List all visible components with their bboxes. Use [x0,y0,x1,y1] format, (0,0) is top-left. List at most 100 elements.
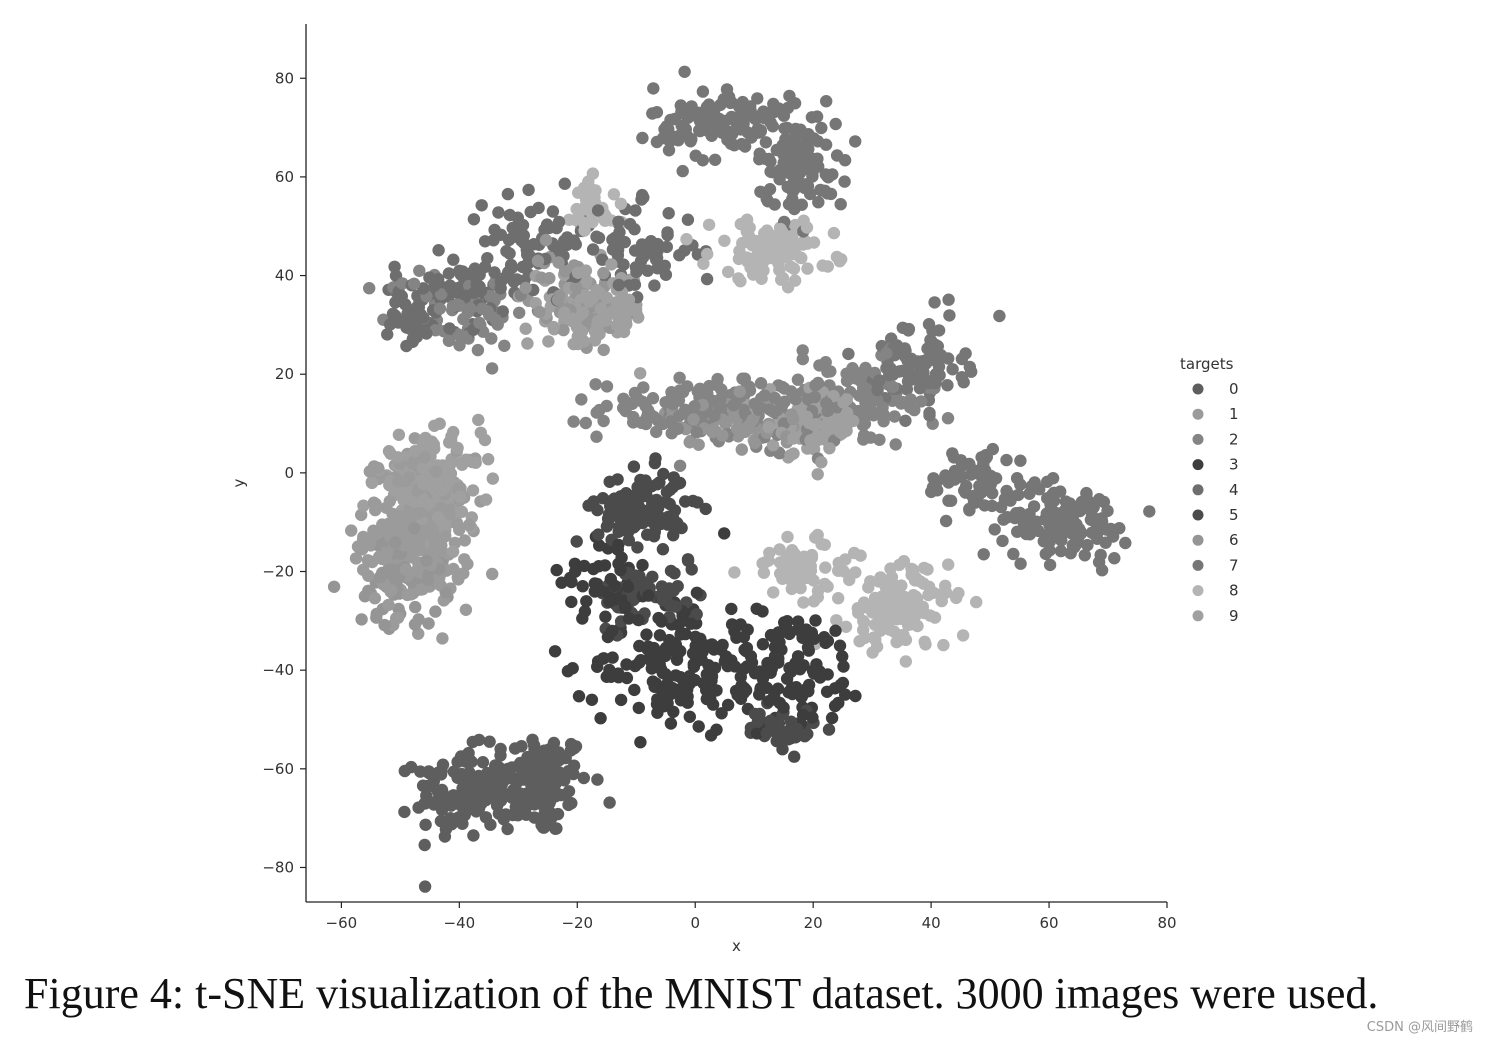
scatter-point-target-2 [908,403,921,417]
scatter-point-target-9 [622,293,636,306]
scatter-point-target-1 [429,465,443,478]
scatter-point-target-3 [692,720,705,733]
scatter-point-target-5 [667,471,680,484]
y-tick-label: 80 [275,69,294,87]
scatter-point-target-0 [529,776,542,790]
scatter-point-target-1 [399,475,413,488]
scatter-point-target-1 [383,495,396,508]
scatter-point-target-4 [590,230,603,243]
scatter-point-target-5 [822,723,836,736]
scatter-point-target-4 [527,238,541,251]
scatter-point-target-7 [946,363,959,376]
figure-caption: Figure 4: t-SNE visualization of the MNI… [24,969,1379,1018]
scatter-point-target-7 [968,489,982,502]
scatter-point-target-7 [1027,500,1041,513]
scatter-point-target-3 [777,701,790,714]
scatter-point-target-7 [1014,454,1027,467]
scatter-point-target-1 [378,522,392,535]
scatter-point-target-8 [888,608,901,621]
scatter-point-target-8 [880,587,893,600]
scatter-point-target-1 [459,603,473,616]
scatter-point-target-8 [702,218,716,231]
scatter-point-target-7 [967,464,981,477]
scatter-point-target-7 [942,293,955,306]
tsne-scatter-plot: −60 −40 −20 0 20 40 60 80−80−60−40−20020406080 … [230,24,1239,955]
scatter-point-target-7 [1012,488,1025,502]
scatter-point-target-7 [758,152,772,165]
scatter-point-target-3 [578,559,591,573]
scatter-point-target-4 [660,240,673,254]
scatter-point-target-7 [939,514,953,528]
scatter-point-target-2 [485,362,499,375]
scatter-point-target-9 [451,441,464,455]
scatter-point-target-5 [627,460,641,473]
scatter-point-target-0 [465,755,478,768]
scatter-point-target-7 [1041,527,1055,541]
scatter-point-target-0 [431,785,445,798]
scatter-point-target-3 [737,630,751,644]
scatter-point-target-3 [710,723,723,736]
scatter-point-target-3 [620,671,634,685]
scatter-point-target-0 [490,780,504,793]
scatter-point-target-7 [1054,544,1068,558]
scatter-point-target-2 [575,393,588,406]
scatter-point-target-3 [674,628,687,641]
scatter-point-target-2 [880,347,893,360]
legend-marker-1 [1192,408,1204,420]
scatter-point-target-3 [833,639,847,652]
scatter-point-target-5 [629,569,642,582]
scatter-point-target-9 [455,505,469,518]
scatter-point-target-3 [690,586,704,599]
scatter-point-target-3 [715,707,728,720]
scatter-point-target-4 [628,278,642,291]
scatter-point-target-8 [882,597,895,611]
scatter-point-target-5 [617,511,630,525]
y-tick-label: −20 [262,563,294,581]
scatter-point-target-3 [636,558,649,572]
scatter-point-target-0 [550,822,563,835]
scatter-point-target-2 [727,399,740,412]
scatter-point-target-8 [767,586,780,599]
scatter-point-target-7 [1044,517,1057,530]
scatter-point-target-2 [708,409,721,422]
scatter-point-target-4 [432,244,445,257]
scatter-point-target-0 [479,811,493,824]
scatter-point-target-0 [508,791,522,805]
scatter-point-target-7 [722,90,736,104]
scatter-point-target-3 [684,617,698,630]
scatter-point-target-4 [634,254,648,268]
scatter-point-target-4 [524,205,537,219]
scatter-point-target-2 [690,426,703,439]
scatter-point-target-5 [646,509,659,522]
scatter-point-target-3 [634,736,647,749]
scatter-point-target-9 [482,453,495,466]
scatter-point-target-7 [1092,555,1106,569]
scatter-point-target-7 [1008,511,1022,525]
scatter-point-target-1 [436,632,449,645]
scatter-point-target-0 [483,735,496,748]
scatter-point-target-3 [708,661,722,675]
scatter-point-target-7 [1087,501,1100,514]
scatter-point-target-4 [410,330,423,344]
scatter-point-target-8 [680,233,693,246]
scatter-point-target-4 [586,243,600,256]
scatter-point-target-8 [897,628,910,642]
scatter-point-target-0 [545,811,558,824]
scatter-point-target-3 [806,711,819,724]
scatter-points [327,65,1156,893]
scatter-point-target-9 [590,284,603,297]
scatter-point-target-6 [389,536,402,549]
x-tick-label: −40 [444,914,476,932]
scatter-point-target-7 [954,454,968,467]
x-tick-label: 0 [690,914,700,932]
legend-label-3: 3 [1229,456,1239,474]
scatter-point-target-2 [673,371,686,384]
scatter-point-target-3 [783,661,796,675]
scatter-point-target-7 [1113,522,1126,535]
scatter-point-target-7 [893,365,906,378]
scatter-point-target-3 [748,667,762,680]
scatter-point-target-3 [716,638,729,652]
scatter-point-target-6 [355,613,368,626]
scatter-point-target-2 [789,393,802,406]
scatter-point-target-1 [349,552,363,565]
